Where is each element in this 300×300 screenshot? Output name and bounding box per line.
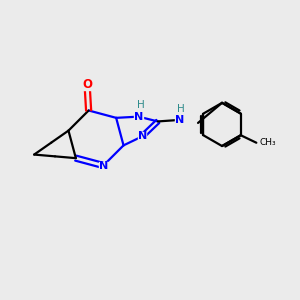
Bar [134, 112, 143, 121]
Bar [175, 116, 184, 124]
Text: N: N [99, 160, 108, 170]
Text: H: H [177, 103, 185, 113]
Text: N: N [138, 131, 147, 141]
Bar [138, 132, 146, 141]
Bar [82, 80, 92, 90]
Text: CH₃: CH₃ [260, 138, 277, 147]
Text: N: N [175, 115, 184, 125]
Text: H: H [137, 100, 145, 110]
Bar [99, 162, 108, 170]
Text: N: N [134, 112, 143, 122]
Text: O: O [82, 79, 92, 92]
